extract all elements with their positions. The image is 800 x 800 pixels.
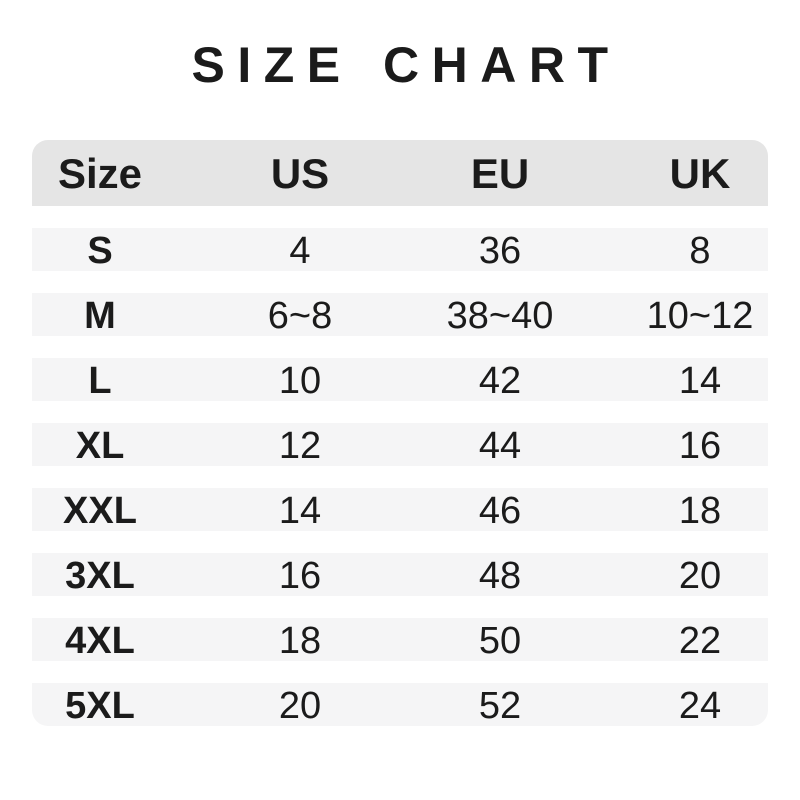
- cell-size: L: [88, 359, 112, 402]
- cell-us: 4: [289, 229, 311, 272]
- column-header-eu: EU: [470, 150, 530, 197]
- column-header-size: Size: [57, 150, 143, 197]
- table-row: 3XL 16 48 20: [0, 553, 800, 596]
- cell-uk: 20: [678, 554, 722, 597]
- cell-us: 14: [278, 489, 322, 532]
- cell-size: 3XL: [65, 554, 135, 597]
- size-table: Size US EU UK S 4 36 8 M 6~8 38~40 10~12 L 10 42 14…: [0, 140, 800, 726]
- cell-us: 12: [278, 424, 322, 467]
- cell-uk: 18: [678, 489, 722, 532]
- cell-us: 16: [278, 554, 322, 597]
- cell-uk: 14: [678, 359, 722, 402]
- cell-eu: 52: [478, 684, 522, 727]
- table-row: M 6~8 38~40 10~12: [0, 293, 800, 336]
- cell-us: 18: [278, 619, 322, 662]
- cell-eu: 46: [478, 489, 522, 532]
- cell-us: 20: [278, 684, 322, 727]
- cell-uk: 10~12: [646, 294, 754, 337]
- cell-eu: 38~40: [446, 294, 554, 337]
- cell-uk: 24: [678, 684, 722, 727]
- cell-uk: 22: [678, 619, 722, 662]
- cell-uk: 16: [678, 424, 722, 467]
- cell-eu: 48: [478, 554, 522, 597]
- table-row: XXL 14 46 18: [0, 488, 800, 531]
- table-row: 5XL 20 52 24: [0, 683, 800, 726]
- cell-eu: 42: [478, 359, 522, 402]
- cell-size: XXL: [63, 489, 137, 532]
- cell-size: 4XL: [65, 619, 135, 662]
- cell-uk: 8: [689, 229, 711, 272]
- table-header-row: Size US EU UK: [0, 140, 800, 206]
- column-header-us: US: [270, 150, 330, 197]
- cell-size: M: [84, 294, 116, 337]
- cell-size: XL: [75, 424, 125, 467]
- page-title: SIZE CHART: [191, 37, 621, 93]
- table-row: XL 12 44 16: [0, 423, 800, 466]
- table-row: L 10 42 14: [0, 358, 800, 401]
- cell-size: S: [87, 229, 113, 272]
- table-row: S 4 36 8: [0, 228, 800, 271]
- table-row: 4XL 18 50 22: [0, 618, 800, 661]
- cell-size: 5XL: [65, 684, 135, 727]
- table-body: S 4 36 8 M 6~8 38~40 10~12 L 10 42 14 XL 12 44 16 XXL 14 4…: [0, 228, 800, 726]
- cell-us: 6~8: [267, 294, 333, 337]
- column-header-uk: UK: [669, 150, 731, 197]
- cell-us: 10: [278, 359, 322, 402]
- cell-eu: 44: [478, 424, 522, 467]
- cell-eu: 50: [478, 619, 522, 662]
- cell-eu: 36: [478, 229, 522, 272]
